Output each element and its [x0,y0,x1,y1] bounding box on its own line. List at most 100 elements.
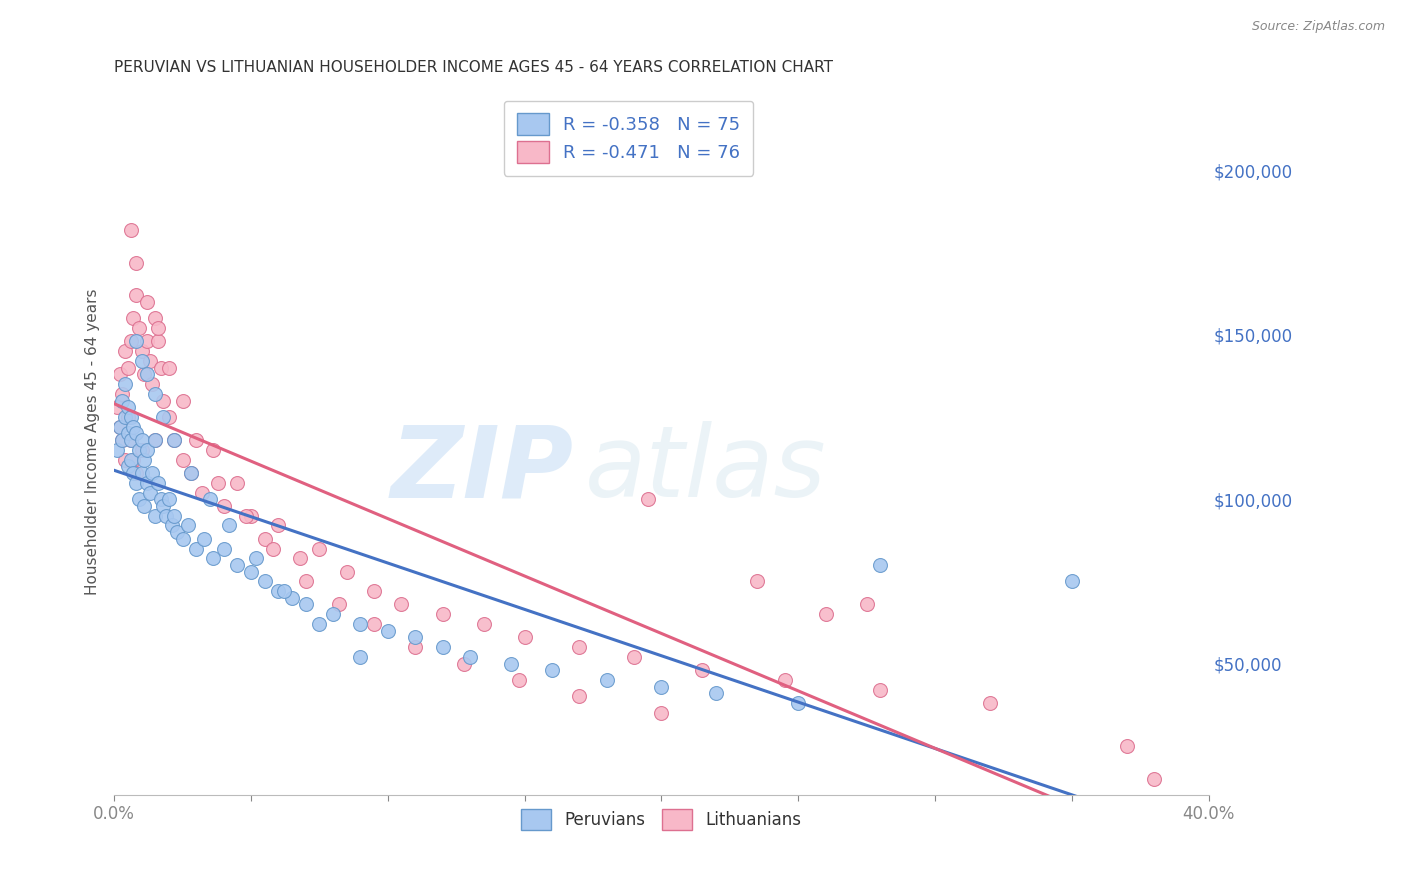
Point [404,640,426,654]
Point [114,452,136,467]
Point [122,452,145,467]
Point [139,485,162,500]
Point [163,508,186,523]
Point [114,409,136,424]
Point [120,222,142,236]
Point [143,433,166,447]
Point [131,442,153,457]
Point [105,400,128,414]
Point [160,518,183,533]
Point [595,673,617,687]
Point [122,420,145,434]
Point [281,591,304,605]
Point [180,466,202,480]
Point [245,551,267,566]
Point [111,393,134,408]
Point [146,334,169,349]
Point [637,492,659,507]
Point [117,426,139,441]
Point [201,551,224,566]
Point [146,475,169,490]
Point [111,433,134,447]
Point [163,433,186,447]
Point [235,508,257,523]
Point [141,466,163,480]
Point [1060,574,1083,589]
Point [125,466,148,480]
Point [120,334,142,349]
Text: atlas: atlas [585,421,827,518]
Point [125,255,148,269]
Point [125,426,148,441]
Point [869,558,891,572]
Point [336,565,359,579]
Point [363,584,385,599]
Point [308,617,330,632]
Point [391,598,413,612]
Point [172,393,194,408]
Point [155,508,177,523]
Point [240,508,263,523]
Point [294,574,316,589]
Point [508,673,530,687]
Point [122,466,145,480]
Point [131,433,153,447]
Point [128,321,150,335]
Point [814,607,837,622]
Point [458,650,481,665]
Point [472,617,495,632]
Point [120,452,142,467]
Point [979,696,1001,710]
Point [125,334,148,349]
Point [1143,772,1166,786]
Point [650,680,672,694]
Point [568,690,591,704]
Point [267,518,290,533]
Point [157,360,180,375]
Point [166,524,188,539]
Point [747,574,769,589]
Point [226,475,249,490]
Point [114,344,136,359]
Point [136,475,159,490]
Point [131,466,153,480]
Point [432,607,454,622]
Point [499,657,522,671]
Point [141,377,163,392]
Point [180,466,202,480]
Point [128,442,150,457]
Point [207,475,229,490]
Point [117,400,139,414]
Point [226,558,249,572]
Point [136,442,159,457]
Legend: R = -0.358   N = 75, R = -0.471   N = 76: R = -0.358 N = 75, R = -0.471 N = 76 [503,101,754,176]
Point [193,532,215,546]
Point [108,420,131,434]
Point [294,598,316,612]
Point [692,663,714,677]
Point [120,433,142,447]
Point [128,492,150,507]
Point [152,393,174,408]
Point [1115,739,1137,753]
Point [623,650,645,665]
Point [212,541,235,556]
Point [143,433,166,447]
Point [131,344,153,359]
Point [134,499,156,513]
Point [117,409,139,424]
Point [328,598,350,612]
Point [122,311,145,326]
Text: ZIP: ZIP [391,421,574,518]
Point [568,640,591,654]
Point [218,518,240,533]
Point [201,442,224,457]
Point [240,565,263,579]
Point [117,360,139,375]
Point [143,508,166,523]
Text: PERUVIAN VS LITHUANIAN HOUSEHOLDER INCOME AGES 45 - 64 YEARS CORRELATION CHART: PERUVIAN VS LITHUANIAN HOUSEHOLDER INCOM… [114,60,834,75]
Y-axis label: Householder Income Ages 45 - 64 years: Householder Income Ages 45 - 64 years [86,288,100,595]
Point [105,442,128,457]
Point [363,617,385,632]
Point [134,368,156,382]
